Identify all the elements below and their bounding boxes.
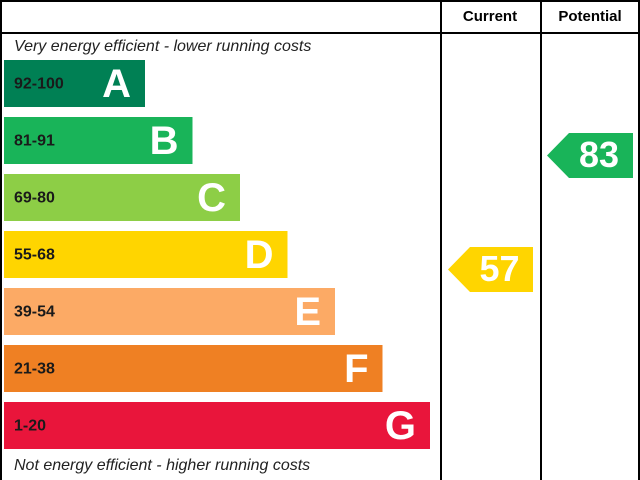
- band-range: 21-38: [14, 361, 55, 378]
- band-letter: G: [385, 404, 416, 448]
- band-range: 1-20: [14, 418, 46, 435]
- band-letter: B: [150, 119, 179, 163]
- band-letter: C: [197, 176, 226, 220]
- header-potential: Potential: [558, 8, 621, 25]
- band-letter: E: [294, 290, 321, 334]
- band-range: 92-100: [14, 76, 64, 93]
- band: [4, 231, 288, 278]
- band: [4, 60, 145, 107]
- band: [4, 402, 430, 449]
- bottom-note: Not energy efficient - higher running co…: [14, 457, 310, 474]
- potential-arrow: [547, 133, 633, 178]
- band-range: 55-68: [14, 247, 55, 264]
- band-range: 39-54: [14, 304, 55, 321]
- band-letter: F: [344, 347, 368, 391]
- top-note: Very energy efficient - lower running co…: [14, 38, 311, 55]
- current-rating: 57: [479, 248, 519, 289]
- band: [4, 174, 240, 221]
- band: [4, 288, 335, 335]
- band: [4, 117, 193, 164]
- potential-rating: 83: [579, 134, 619, 175]
- header-current: Current: [463, 8, 517, 25]
- band-letter: A: [102, 62, 131, 106]
- band-letter: D: [245, 233, 274, 277]
- band: [4, 345, 383, 392]
- band-range: 69-80: [14, 190, 55, 207]
- current-arrow: [448, 247, 533, 292]
- band-range: 81-91: [14, 133, 55, 150]
